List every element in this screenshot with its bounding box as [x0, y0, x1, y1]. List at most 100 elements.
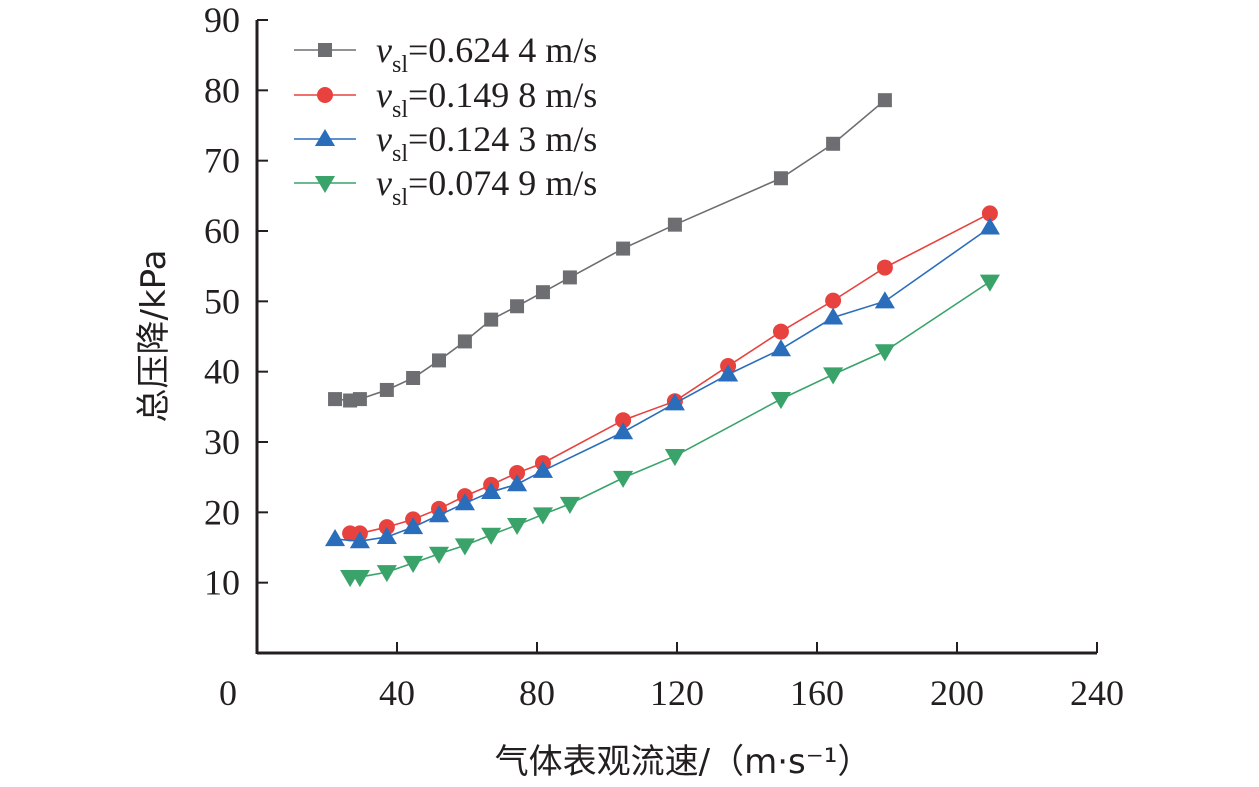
- data-point-circle: [825, 292, 842, 309]
- data-point-triangle-down: [507, 517, 528, 536]
- data-point-triangle-up: [349, 531, 370, 549]
- data-point-circle: [772, 323, 789, 340]
- data-point-circle: [981, 205, 998, 222]
- data-point-triangle-up: [770, 339, 791, 357]
- y-tick-label: 80: [204, 70, 240, 110]
- legend-item: vsl=0.624 4 m/s: [294, 30, 597, 78]
- legend-value: =0.074 9 m/s: [408, 163, 597, 203]
- x-tick-label: 200: [930, 673, 984, 713]
- data-point-triangle-down: [979, 274, 1000, 292]
- series-line: [334, 226, 991, 542]
- data-point-triangle-up: [979, 217, 1000, 235]
- data-point-square: [773, 171, 788, 186]
- data-point-triangle-up: [532, 460, 553, 478]
- y-tick-label: 50: [204, 281, 240, 321]
- y-tick-label: 40: [204, 352, 240, 392]
- x-tick-label: 40: [379, 673, 415, 713]
- x-tick-label: 160: [790, 673, 844, 713]
- data-point-triangle-down: [613, 470, 634, 488]
- data-point-triangle-up: [454, 493, 475, 511]
- data-point-triangle-up: [428, 505, 450, 523]
- legend-value: =0.124 3 m/s: [408, 119, 597, 159]
- data-point-triangle-up: [403, 517, 424, 535]
- data-point-circle: [615, 412, 632, 429]
- series-line: [334, 99, 886, 402]
- legend-item: vsl=0.124 3 m/s: [294, 119, 597, 167]
- axes: 0 40 80 120 160 200 240 10 20 30 40 50 60 70 80 90: [204, 0, 1124, 713]
- data-point-triangle-down: [532, 507, 553, 525]
- legend-subscript: sl: [392, 52, 408, 78]
- y-tick-label: 10: [204, 563, 240, 603]
- legend-item: vsl=0.074 9 m/s: [294, 163, 597, 211]
- data-point-triangle-up: [507, 474, 528, 492]
- data-point-triangle-up: [664, 393, 685, 411]
- legend-value: =0.149 8 m/s: [408, 75, 597, 115]
- legend-subscript: sl: [392, 97, 408, 123]
- x-tick-label: 120: [650, 673, 704, 713]
- legend-var: v: [376, 119, 392, 159]
- legend-label: vsl=0.124 3 m/s: [376, 119, 597, 167]
- data-point-triangle-up: [718, 364, 739, 382]
- series-square: [328, 93, 892, 408]
- legend-subscript: sl: [392, 141, 408, 167]
- data-point-circle: [509, 464, 526, 481]
- data-point-square: [432, 353, 446, 368]
- x-tick-label: 0: [219, 673, 237, 713]
- data-point-triangle-down: [559, 496, 580, 514]
- data-point-square: [510, 299, 525, 314]
- y-tick-label: 20: [204, 492, 240, 532]
- data-point-triangle-down: [428, 546, 450, 564]
- legend-subscript: sl: [392, 185, 408, 211]
- data-point-square: [318, 43, 332, 57]
- data-point-square: [352, 392, 367, 407]
- data-point-square: [877, 93, 892, 108]
- series-triangle-down: [340, 274, 1000, 588]
- data-point-triangle-up: [823, 307, 844, 325]
- data-point-square: [616, 241, 631, 256]
- data-point-triangle-down: [664, 449, 685, 467]
- data-point-triangle-down: [823, 367, 844, 385]
- legend-var: v: [376, 30, 392, 70]
- data-point-square: [457, 334, 472, 349]
- x-tick-label: 240: [1070, 673, 1124, 713]
- series-line: [350, 212, 991, 535]
- data-point-triangle-down: [403, 555, 424, 574]
- series-triangle-up: [325, 217, 1000, 549]
- data-point-square: [826, 136, 841, 151]
- data-point-triangle-down: [376, 565, 397, 583]
- data-point-square: [535, 285, 550, 300]
- y-tick-label: 90: [204, 0, 240, 40]
- data-point-triangle-down: [770, 392, 791, 410]
- series-line: [350, 280, 991, 578]
- data-point-triangle-up: [314, 128, 336, 147]
- x-tick-label: 80: [519, 673, 555, 713]
- data-point-triangle-down: [349, 569, 370, 588]
- data-point-triangle-up: [481, 481, 502, 499]
- legend-label: vsl=0.074 9 m/s: [376, 163, 597, 211]
- data-point-triangle-up: [376, 526, 397, 544]
- legend-var: v: [376, 163, 392, 203]
- series-circle: [342, 205, 998, 542]
- data-point-square: [379, 382, 394, 397]
- data-point-circle: [317, 87, 333, 103]
- legend-var: v: [376, 75, 392, 115]
- data-point-square: [484, 312, 499, 327]
- legend-label: vsl=0.149 8 m/s: [376, 75, 597, 123]
- data-point-square: [328, 392, 343, 407]
- data-point-circle: [876, 259, 893, 276]
- data-point-triangle-down: [874, 344, 895, 362]
- data-point-square: [667, 217, 682, 232]
- data-point-square: [406, 370, 421, 385]
- y-tick-label: 60: [204, 211, 240, 251]
- data-point-triangle-up: [874, 291, 895, 309]
- data-point-triangle-down: [481, 527, 502, 545]
- data-point-square: [562, 270, 577, 285]
- legend-item: vsl=0.149 8 m/s: [294, 75, 597, 123]
- data-point-triangle-up: [325, 529, 346, 547]
- data-point-triangle-down: [454, 538, 475, 556]
- series-layer: [325, 93, 1000, 588]
- legend-label: vsl=0.624 4 m/s: [376, 30, 597, 78]
- legend-value: =0.624 4 m/s: [408, 30, 597, 70]
